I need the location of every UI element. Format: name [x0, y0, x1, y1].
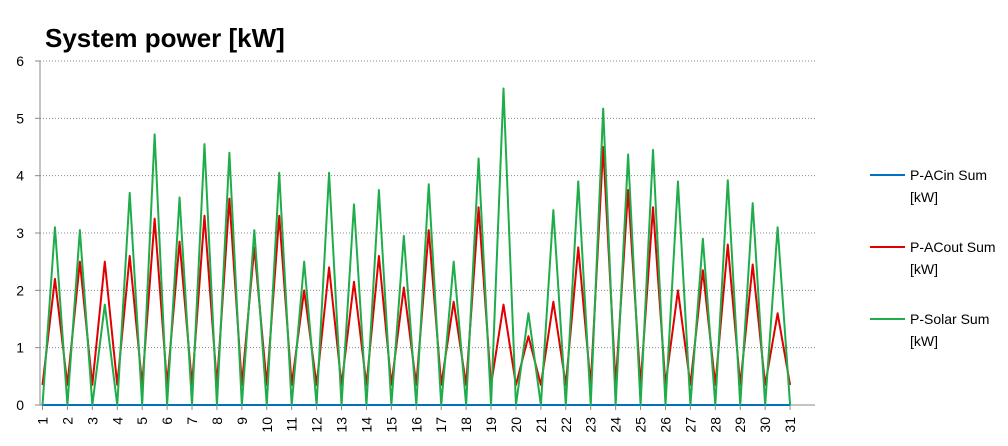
x-tick-label: 6	[159, 417, 175, 425]
y-tick-label: 5	[16, 110, 24, 126]
x-tick-label: 26	[657, 417, 673, 433]
x-tick-label: 16	[408, 417, 424, 433]
x-tick-label: 13	[334, 417, 350, 433]
x-tick-label: 22	[558, 417, 574, 433]
x-tick-label: 19	[483, 417, 499, 433]
x-tick-label: 9	[234, 417, 250, 425]
x-tick-label: 15	[383, 417, 399, 433]
legend-label: P-ACin Sum [kW]	[910, 167, 987, 205]
x-tick-label: 2	[59, 417, 75, 425]
x-tick-label: 24	[608, 417, 624, 433]
x-tick-label: 18	[458, 417, 474, 433]
x-tick-label: 27	[682, 417, 698, 433]
y-tick-label: 3	[16, 225, 24, 241]
x-tick-label: 28	[707, 417, 723, 433]
x-tick-label: 21	[533, 417, 549, 433]
chart-title: System power [kW]	[45, 23, 285, 53]
y-tick-label: 2	[16, 282, 24, 298]
x-tick-label: 31	[782, 417, 798, 433]
x-tick-label: 30	[757, 417, 773, 433]
x-tick-label: 1	[34, 417, 50, 425]
x-tick-label: 12	[309, 417, 325, 433]
line-series	[41, 87, 792, 406]
x-tick-label: 23	[583, 417, 599, 433]
x-tick-label: 17	[433, 417, 449, 433]
x-tick-label: 7	[184, 417, 200, 425]
x-tick-label: 20	[508, 417, 524, 433]
x-tick-label: 29	[732, 417, 748, 433]
legend-label: P-Solar Sum [kW]	[910, 311, 989, 349]
x-tick-label: 14	[358, 417, 374, 433]
y-tick-label: 1	[16, 340, 24, 356]
y-tick-label: 4	[16, 168, 24, 184]
legend-label: P-ACout Sum [kW]	[910, 239, 996, 277]
y-tick-label: 6	[16, 53, 24, 69]
x-tick-label: 4	[109, 417, 125, 425]
x-tick-label: 25	[633, 417, 649, 433]
x-tick-label: 10	[259, 417, 275, 433]
x-tick-label: 3	[84, 417, 100, 425]
y-tick-label: 0	[16, 397, 24, 413]
x-tick-label: 11	[284, 417, 300, 432]
x-tick-label: 8	[209, 417, 225, 425]
x-tick-label: 5	[134, 417, 150, 425]
